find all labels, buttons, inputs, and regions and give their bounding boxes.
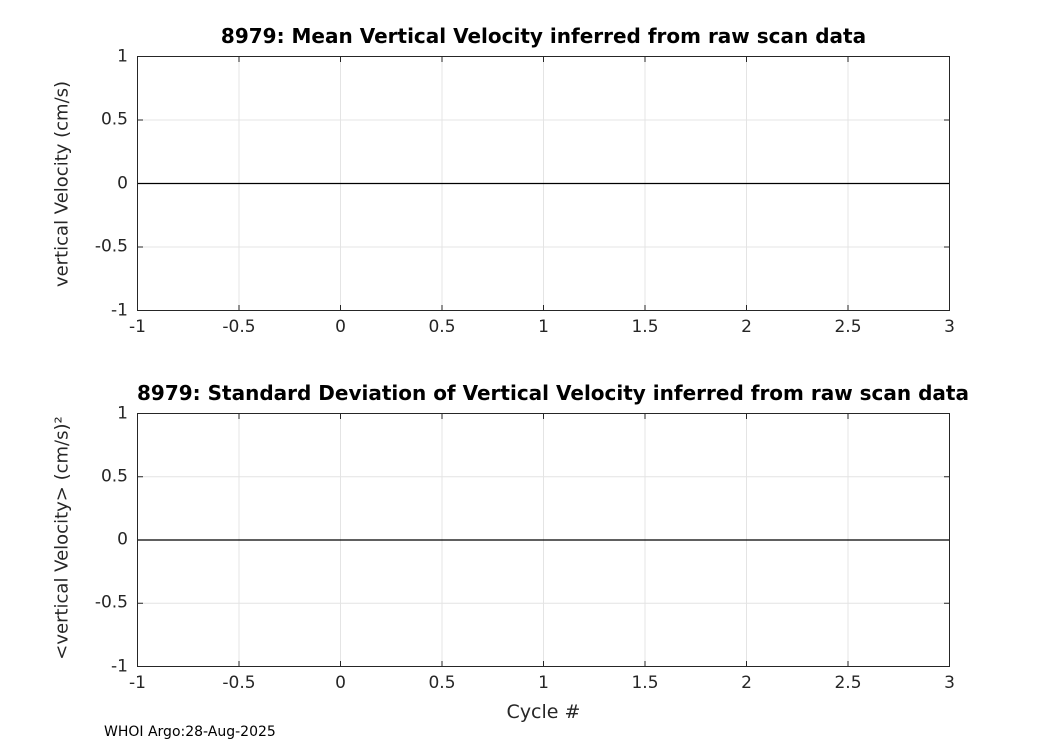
y-tick-label: 0.5 — [100, 466, 128, 487]
y-tick-label: 0.5 — [100, 109, 128, 130]
x-tick-label: 2 — [741, 317, 752, 337]
y-tick-label: -0.5 — [94, 236, 128, 257]
x-tick-label: 1.5 — [631, 673, 659, 693]
plot-title-std-vertical-velocity: 8979: Standard Deviation of Vertical Vel… — [137, 381, 969, 405]
x-tick-label: 0 — [335, 317, 346, 337]
plot-area-std-vertical-velocity — [137, 413, 950, 667]
y-tick-label: 0 — [117, 529, 128, 550]
x-tick-label: 2 — [741, 673, 752, 693]
x-tick-label: 1 — [538, 317, 549, 337]
y-tick-label: -1 — [111, 300, 128, 320]
footer-watermark: WHOI Argo:28-Aug-2025 — [104, 724, 276, 740]
y-tick-label: 0 — [117, 173, 128, 193]
x-tick-label: 0.5 — [428, 673, 456, 693]
y-tick-label: -1 — [111, 656, 128, 676]
x-tick-label: 1.5 — [631, 317, 659, 337]
plot-svg — [137, 56, 950, 311]
plot-title-mean-vertical-velocity: 8979: Mean Vertical Velocity inferred fr… — [220, 24, 867, 48]
x-tick-label: -0.5 — [222, 317, 256, 337]
plot-svg — [137, 413, 950, 667]
x-tick-label: -1 — [129, 673, 146, 693]
y-tick-label: 1 — [117, 46, 128, 66]
y-tick-label: -0.5 — [94, 592, 128, 613]
x-tick-label: 0 — [335, 673, 346, 693]
x-tick-label: 2.5 — [834, 673, 862, 693]
x-tick-label: 3 — [944, 673, 955, 693]
x-axis-label-cycle: Cycle # — [506, 701, 581, 723]
x-tick-label: -0.5 — [222, 673, 256, 693]
x-tick-label: 0.5 — [428, 317, 456, 337]
y-axis-label-std: <vertical Velocity> (cm/s)² — [51, 416, 73, 660]
x-tick-label: 3 — [944, 317, 955, 337]
x-tick-label: -1 — [129, 317, 146, 337]
x-tick-label: 1 — [538, 673, 549, 693]
plot-area-mean-vertical-velocity — [137, 56, 950, 311]
x-tick-label: 2.5 — [834, 317, 862, 337]
y-tick-label: 1 — [117, 403, 128, 423]
y-axis-label-mean: vertical Velocity (cm/s) — [51, 80, 73, 288]
